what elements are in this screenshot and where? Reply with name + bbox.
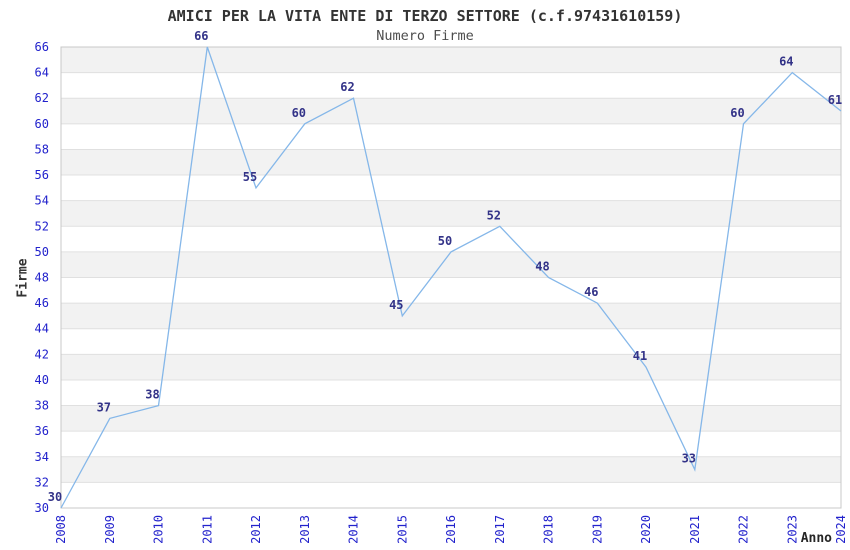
y-tick-label: 62 xyxy=(35,91,49,105)
data-point-label: 50 xyxy=(438,234,452,248)
y-tick-label: 42 xyxy=(35,347,49,361)
x-tick-label: 2015 xyxy=(395,515,409,544)
x-tick-label: 2022 xyxy=(737,515,751,544)
y-tick-label: 54 xyxy=(35,194,49,208)
x-tick-label: 2010 xyxy=(152,515,166,544)
data-point-label: 60 xyxy=(730,106,744,120)
y-tick-label: 64 xyxy=(35,66,49,80)
y-tick-label: 38 xyxy=(35,399,49,413)
grid-band xyxy=(61,149,841,176)
x-tick-label: 2020 xyxy=(639,515,653,544)
y-tick-label: 32 xyxy=(35,475,49,489)
x-tick-label: 2024 xyxy=(834,515,848,544)
x-tick-label: 2012 xyxy=(249,515,263,544)
grid-band xyxy=(61,98,841,124)
data-point-label: 61 xyxy=(828,93,842,107)
x-tick-label: 2023 xyxy=(785,515,799,544)
data-point-label: 38 xyxy=(145,388,159,402)
y-tick-label: 46 xyxy=(35,296,49,310)
x-tick-label: 2021 xyxy=(688,515,702,544)
data-point-label: 55 xyxy=(243,170,257,184)
y-tick-label: 48 xyxy=(35,271,49,285)
y-tick-label: 40 xyxy=(35,373,49,387)
data-point-label: 62 xyxy=(340,80,354,94)
grid-band xyxy=(61,251,841,278)
x-tick-label: 2011 xyxy=(200,515,214,544)
x-tick-label: 2017 xyxy=(493,515,507,544)
y-tick-label: 36 xyxy=(35,424,49,438)
data-point-label: 33 xyxy=(682,452,696,466)
y-tick-label: 34 xyxy=(35,450,49,464)
x-tick-label: 2008 xyxy=(54,515,68,544)
grid-band xyxy=(61,354,841,380)
data-point-label: 30 xyxy=(48,490,62,504)
y-tick-label: 56 xyxy=(35,168,49,182)
data-point-label: 37 xyxy=(97,400,111,414)
grid-band xyxy=(61,456,841,483)
y-tick-label: 52 xyxy=(35,219,49,233)
data-line xyxy=(60,46,842,509)
grid-band xyxy=(61,200,841,227)
grid-band xyxy=(61,47,841,73)
data-point-label: 60 xyxy=(292,106,306,120)
grid-band xyxy=(61,405,841,432)
x-tick-label: 2009 xyxy=(103,515,117,544)
data-point-label: 41 xyxy=(633,349,647,363)
y-tick-label: 50 xyxy=(35,245,49,259)
chart-title: AMICI PER LA VITA ENTE DI TERZO SETTORE … xyxy=(167,7,683,25)
x-tick-label: 2016 xyxy=(444,515,458,544)
x-axis-label: Anno xyxy=(800,531,832,546)
x-tick-label: 2014 xyxy=(347,515,361,544)
y-tick-label: 58 xyxy=(35,142,49,156)
data-point-label: 52 xyxy=(487,208,501,222)
x-tick-label: 2018 xyxy=(542,515,556,544)
data-point-label: 45 xyxy=(389,298,403,312)
data-point-label: 64 xyxy=(779,55,793,69)
y-tick-label: 44 xyxy=(35,322,49,336)
data-point-label: 48 xyxy=(535,260,549,274)
chart-subtitle: Numero Firme xyxy=(376,28,474,44)
data-point-label: 66 xyxy=(194,29,208,43)
y-tick-label: 60 xyxy=(35,117,49,131)
y-tick-label: 30 xyxy=(35,501,49,515)
plot-border xyxy=(60,46,842,509)
x-tick-label: 2013 xyxy=(298,515,312,544)
data-point-label: 46 xyxy=(584,285,598,299)
x-tick-label: 2019 xyxy=(590,515,604,544)
y-tick-label: 66 xyxy=(35,40,49,54)
grid-band xyxy=(61,303,841,329)
